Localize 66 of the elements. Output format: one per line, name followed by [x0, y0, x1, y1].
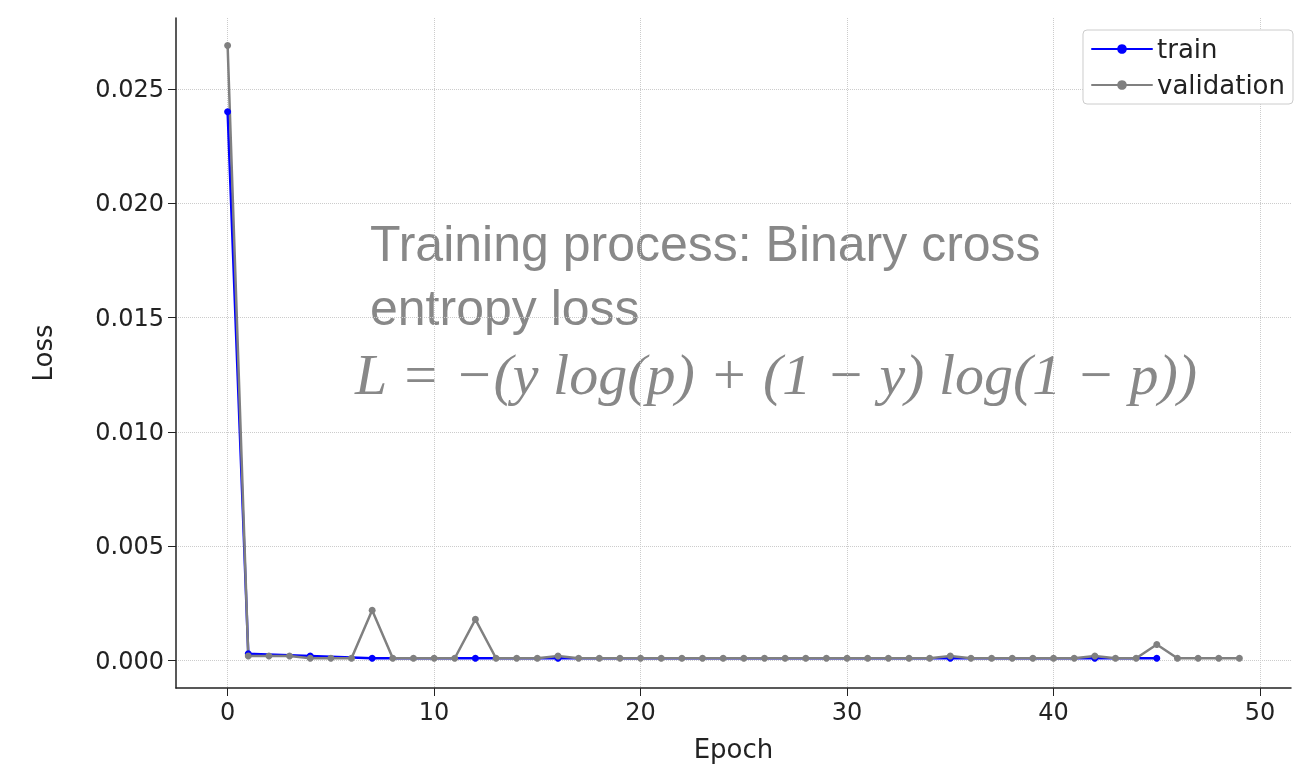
- point: [1132, 654, 1140, 662]
- y-tick-label: 0.005: [95, 532, 164, 561]
- point: [1173, 654, 1181, 662]
- point: [967, 654, 975, 662]
- point: [740, 654, 748, 662]
- point: [1029, 654, 1037, 662]
- point: [430, 654, 438, 662]
- point: [224, 41, 232, 49]
- point: [1153, 641, 1161, 649]
- point: [781, 654, 789, 662]
- point: [533, 654, 541, 662]
- point: [637, 654, 645, 662]
- y-tick-label: 0.010: [95, 417, 164, 446]
- point: [988, 654, 996, 662]
- x-tick-label: 50: [1244, 698, 1276, 726]
- point: [657, 654, 665, 662]
- point: [802, 654, 810, 662]
- point: [760, 654, 768, 662]
- point: [1215, 654, 1223, 662]
- x-tick-label: 20: [625, 698, 656, 726]
- x-tick-label: 40: [1038, 698, 1069, 726]
- point: [1235, 654, 1243, 662]
- legend-label: validation: [1156, 70, 1286, 100]
- x-axis-title: Epoch: [693, 734, 774, 764]
- x-tick-label: 30: [831, 698, 863, 726]
- point: [409, 654, 417, 662]
- point: [327, 654, 335, 662]
- point: [1153, 654, 1161, 662]
- annotation: Training process: Binary cross entropy loss: [370, 216, 1055, 336]
- point: [575, 654, 583, 662]
- point: [678, 654, 686, 662]
- point: [926, 654, 934, 662]
- point: [1050, 654, 1058, 662]
- x-tick-label: 10: [418, 698, 450, 726]
- point: [595, 654, 603, 662]
- point: [368, 654, 376, 662]
- point: [368, 606, 376, 614]
- point: [451, 654, 459, 662]
- y-tick-label: 0.025: [95, 74, 164, 103]
- point: [471, 615, 479, 623]
- point: [224, 108, 232, 116]
- point: [513, 654, 521, 662]
- point: [348, 654, 356, 662]
- point: [389, 654, 397, 662]
- legend-label: train: [1156, 34, 1218, 64]
- y-axis-title: Loss: [28, 324, 58, 382]
- point: [1070, 654, 1078, 662]
- annotation: L = −(y log(p) + (1 − y) log(1 − p)): [354, 341, 1198, 407]
- x-tick-label: 0: [219, 698, 236, 726]
- point: [864, 654, 872, 662]
- point: [843, 654, 851, 662]
- point: [1112, 654, 1119, 662]
- point: [719, 654, 727, 662]
- point: [286, 652, 294, 660]
- point: [884, 654, 892, 662]
- point: [492, 654, 500, 662]
- point: [699, 654, 707, 662]
- point: [1194, 654, 1202, 662]
- y-tick-label: 0.000: [95, 646, 164, 675]
- point: [1008, 654, 1016, 662]
- point: [616, 654, 624, 662]
- point: [822, 654, 830, 662]
- point: [905, 654, 913, 662]
- y-tick-label: 0.020: [95, 189, 164, 218]
- point: [471, 654, 479, 662]
- y-tick-label: 0.015: [95, 303, 164, 332]
